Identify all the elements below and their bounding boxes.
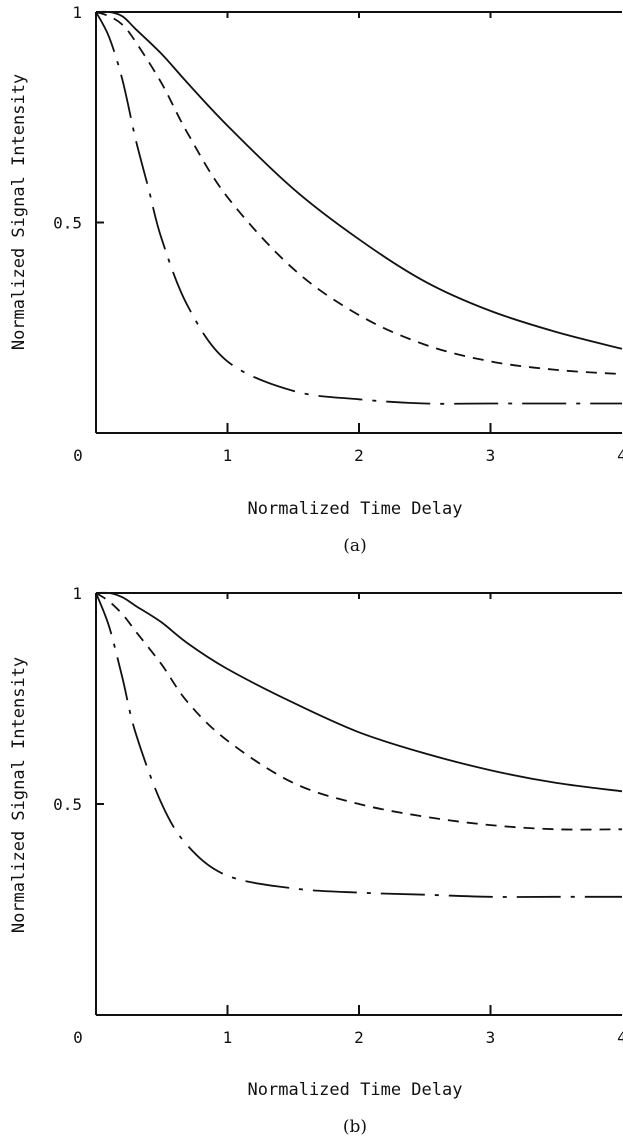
panel-a-ylabel: Normalized Signal Intensity [9,74,29,350]
panel-a-xlabel: Normalized Time Delay [248,499,463,519]
panel-a-series-group [95,10,623,405]
panel-a-x-tick-label-2: 2 [354,446,364,465]
panel-a-y-tick-label-2: 1 [72,3,82,22]
panel-a-series-solid [95,10,623,350]
panel-b-x-tick-label-3: 3 [486,1028,496,1047]
panel-b-xlabel: Normalized Time Delay [248,1080,463,1100]
panel-b-x-tick-label-1: 1 [223,1028,233,1047]
panel-b-series-dashed [95,592,623,831]
panel-b: 0 1 2 3 4 0.5 1 Normalized Time Delay Normaliz… [9,584,623,1137]
panel-b-caption: (b) [343,1117,367,1137]
panel-a-y-tick-label-1: 0.5 [53,214,82,233]
panel-b-marks: 0 1 2 3 4 0.5 1 [53,584,623,1047]
panel-a-x-tick-label-1: 1 [223,446,233,465]
panel-a-x-tick-label-3: 3 [486,446,496,465]
panel-b-x-tick-label-2: 2 [354,1028,364,1047]
panel-b-series-dash-dot [95,592,622,898]
panel-b-y-tick-label-2: 1 [72,584,82,603]
panel-b-ylabel: Normalized Signal Intensity [9,657,29,933]
panel-a-series-dashed [95,11,623,375]
panel-a-caption: (a) [343,536,366,556]
panel-b-series-group [95,591,623,898]
panel-a-marks: 0 1 2 3 4 0.5 1 [53,3,623,465]
panel-a-x-tick-label-4: 4 [617,446,623,465]
panel-a-series-dash-dot [95,11,622,405]
panel-b-y-tick-label-1: 0.5 [53,795,82,814]
panel-b-x-tick-label-4: 4 [617,1028,623,1047]
panel-a-x-tick-label-0: 0 [73,446,83,465]
panel-a: 0 1 2 3 4 0.5 1 Normalized Time Delay Normaliz… [9,3,623,556]
panel-a-frame [95,11,622,434]
panel-b-series-solid [95,591,623,793]
panel-b-x-tick-label-0: 0 [73,1028,83,1047]
